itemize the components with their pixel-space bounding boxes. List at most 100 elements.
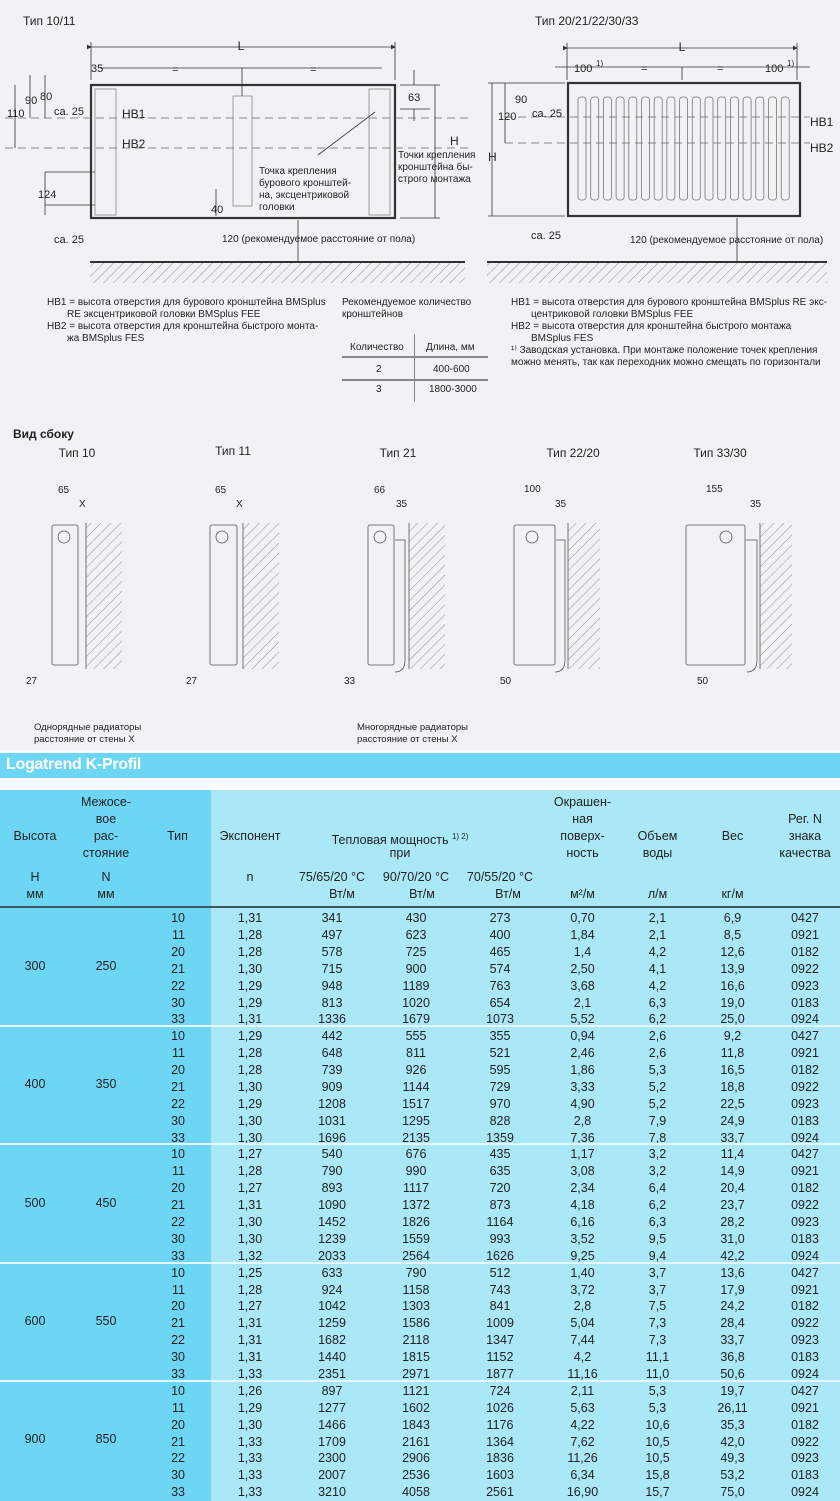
output-90-70-cell: 2906 bbox=[402, 1451, 430, 1466]
reg-number-cell: 0923 bbox=[791, 1096, 819, 1111]
output-75-65-cell: 1682 bbox=[318, 1333, 346, 1348]
exponent-cell: 1,30 bbox=[237, 1417, 263, 1432]
output-90-70-cell: 2161 bbox=[402, 1434, 430, 1449]
water-cell: 4,2 bbox=[648, 944, 667, 959]
dim-ca25: ca. 25 bbox=[532, 108, 562, 120]
radiator-rib bbox=[577, 96, 587, 201]
output-70-55-cell: 1877 bbox=[486, 1367, 514, 1381]
output-70-55-cell: 1164 bbox=[486, 1215, 514, 1229]
output-75-65-cell: 1452 bbox=[318, 1215, 346, 1229]
type-cell: 30 bbox=[171, 1231, 185, 1246]
exponent-cell: 1,31 bbox=[237, 1198, 263, 1213]
label-hb1: HB1 bbox=[122, 107, 146, 121]
reg-number-cell: 0923 bbox=[791, 978, 819, 993]
svg-text:головки: головки bbox=[259, 202, 295, 213]
output-70-55-cell: 465 bbox=[489, 944, 511, 959]
radiator-rib bbox=[641, 96, 650, 201]
weight-cell: 20,4 bbox=[720, 1181, 745, 1196]
water-cell: 10,6 bbox=[645, 1417, 670, 1432]
type-cell: 30 bbox=[171, 1350, 185, 1365]
spacing-cell: 350 bbox=[95, 1077, 117, 1092]
drill-point-note: Точка крепления бурового кронштей- на, э… bbox=[259, 166, 351, 213]
output-90-70-cell: 1295 bbox=[402, 1113, 430, 1128]
dim-90: 90 bbox=[515, 94, 527, 106]
weight-cell: 33,7 bbox=[720, 1130, 745, 1145]
type-cell: 20 bbox=[171, 1417, 185, 1432]
exponent-cell: 1,33 bbox=[237, 1434, 263, 1449]
radiator-rib bbox=[704, 96, 714, 201]
reg-number-cell: 0924 bbox=[791, 1130, 819, 1145]
side-view-heading: Вид сбоку bbox=[13, 427, 74, 441]
dim-H: H bbox=[488, 150, 497, 164]
floor-distance-note: 120 (рекомендуемое расстояние от пола) bbox=[630, 235, 823, 246]
surface-cell: 9,25 bbox=[570, 1248, 595, 1263]
surface-cell: 4,22 bbox=[570, 1417, 595, 1432]
type-cell: 22 bbox=[171, 978, 185, 993]
exponent-cell: 1,30 bbox=[237, 1130, 263, 1145]
weight-cell: 24,2 bbox=[720, 1299, 745, 1314]
exponent-cell: 1,30 bbox=[237, 961, 263, 976]
output-75-65-cell: 648 bbox=[321, 1046, 343, 1061]
output-75-65-cell: 578 bbox=[321, 944, 343, 959]
dim-ca25: ca. 25 bbox=[54, 234, 84, 246]
radiator-rib bbox=[653, 96, 663, 201]
output-75-65-cell: 1277 bbox=[318, 1400, 346, 1415]
reg-number-cell: 0922 bbox=[791, 1079, 819, 1094]
output-75-65-cell: 497 bbox=[321, 927, 343, 942]
output-75-65-cell: 715 bbox=[321, 961, 343, 976]
output-90-70-cell: 2118 bbox=[402, 1333, 430, 1348]
surface-cell: 6,34 bbox=[570, 1468, 595, 1483]
surface-cell: 5,04 bbox=[570, 1316, 595, 1331]
output-70-55-cell: 1026 bbox=[486, 1400, 514, 1415]
reg-number-cell: 0922 bbox=[791, 1434, 819, 1449]
output-90-70-cell: 623 bbox=[405, 927, 427, 942]
exponent-cell: 1,28 bbox=[237, 1164, 263, 1179]
surface-cell: 2,50 bbox=[570, 961, 595, 976]
surface-cell: 1,86 bbox=[570, 1063, 595, 1077]
reg-number-cell: 0923 bbox=[791, 1215, 819, 1229]
dim-63: 63 bbox=[408, 92, 420, 104]
reg-number-cell: 0427 bbox=[791, 1383, 819, 1398]
reg-number-cell: 0183 bbox=[791, 1350, 819, 1365]
reg-number-cell: 0921 bbox=[791, 1046, 819, 1061]
output-75-65-cell: 790 bbox=[321, 1164, 343, 1179]
weight-cell: 9,2 bbox=[723, 1029, 742, 1044]
output-75-65-cell: 813 bbox=[321, 995, 343, 1010]
output-70-55-cell: 828 bbox=[489, 1113, 511, 1128]
output-75-65-cell: 739 bbox=[321, 1063, 343, 1077]
weight-cell: 28,2 bbox=[720, 1215, 745, 1229]
water-cell: 6,3 bbox=[648, 995, 667, 1010]
svg-text:27: 27 bbox=[186, 676, 198, 687]
weight-cell: 17,9 bbox=[720, 1282, 745, 1297]
output-75-65-cell: 1440 bbox=[318, 1350, 346, 1365]
svg-text:X: X bbox=[79, 499, 86, 510]
output-70-55-cell: 635 bbox=[489, 1164, 511, 1179]
water-cell: 3,2 bbox=[648, 1147, 667, 1162]
svg-text:35: 35 bbox=[555, 499, 567, 510]
water-cell: 5,3 bbox=[648, 1400, 667, 1415]
exponent-cell: 1,31 bbox=[237, 1333, 263, 1348]
dim-ca25: ca. 25 bbox=[531, 230, 561, 242]
output-75-65-cell: 442 bbox=[321, 1029, 343, 1044]
brackets-header-length: Длина, мм bbox=[426, 342, 475, 353]
water-cell: 4,1 bbox=[648, 961, 667, 976]
dim-equal: = bbox=[641, 63, 647, 75]
weight-cell: 25,0 bbox=[720, 1012, 745, 1027]
dim-ca25: ca. 25 bbox=[54, 106, 84, 118]
output-70-55-cell: 763 bbox=[489, 978, 511, 993]
surface-cell: 1,4 bbox=[573, 944, 592, 959]
output-75-65-cell: 2033 bbox=[318, 1248, 346, 1263]
reg-number-cell: 0427 bbox=[791, 911, 819, 925]
radiator-front-type-20-33 bbox=[487, 43, 827, 263]
weight-cell: 6,9 bbox=[723, 911, 742, 925]
output-70-55-cell: 1626 bbox=[486, 1248, 514, 1263]
weight-cell: 36,8 bbox=[720, 1350, 745, 1365]
exponent-cell: 1,27 bbox=[237, 1299, 263, 1314]
type-cell: 21 bbox=[171, 1079, 185, 1094]
water-cell: 4,2 bbox=[648, 978, 667, 993]
output-75-65-cell: 1466 bbox=[318, 1417, 346, 1432]
output-75-65-cell: 948 bbox=[321, 978, 343, 993]
radiator-rib bbox=[603, 96, 612, 201]
surface-cell: 3,72 bbox=[570, 1282, 595, 1297]
reg-number-cell: 0183 bbox=[791, 1113, 819, 1128]
